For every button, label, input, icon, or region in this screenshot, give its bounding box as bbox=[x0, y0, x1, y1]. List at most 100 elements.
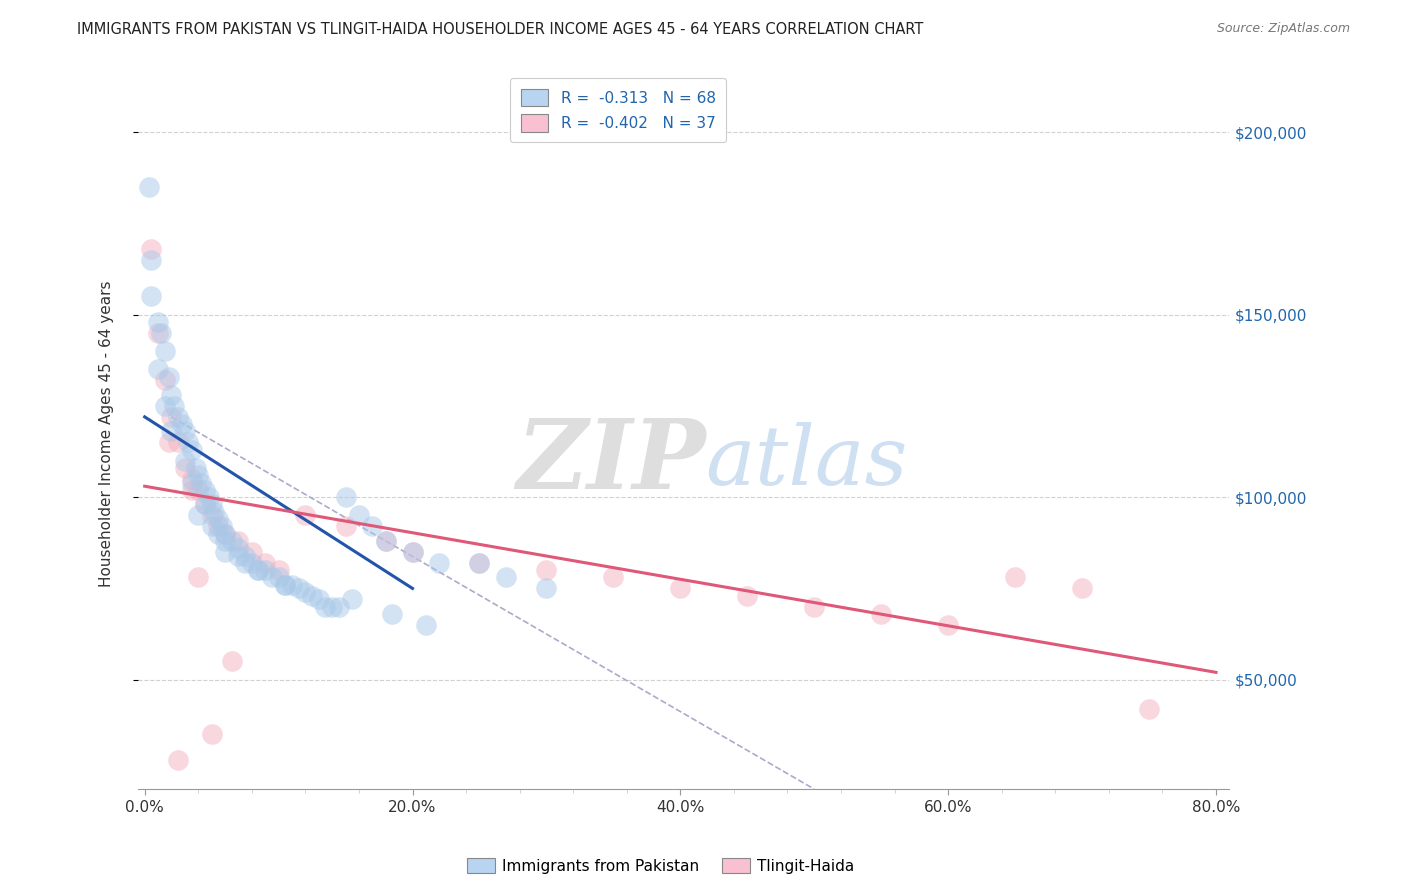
Point bbox=[201, 508, 224, 523]
Point bbox=[233, 549, 256, 563]
Point bbox=[308, 592, 330, 607]
Point bbox=[468, 556, 491, 570]
Point bbox=[427, 556, 450, 570]
Point bbox=[194, 498, 217, 512]
Point bbox=[167, 409, 190, 424]
Point bbox=[335, 519, 357, 533]
Point bbox=[247, 563, 270, 577]
Point bbox=[146, 326, 169, 340]
Point bbox=[254, 556, 277, 570]
Point bbox=[176, 435, 198, 450]
Point bbox=[214, 526, 236, 541]
Point bbox=[228, 549, 250, 563]
Legend: Immigrants from Pakistan, Tlingit-Haida: Immigrants from Pakistan, Tlingit-Haida bbox=[461, 852, 860, 880]
Point bbox=[495, 570, 517, 584]
Point bbox=[163, 399, 186, 413]
Text: Source: ZipAtlas.com: Source: ZipAtlas.com bbox=[1216, 22, 1350, 36]
Point bbox=[167, 435, 190, 450]
Point bbox=[233, 556, 256, 570]
Point bbox=[301, 589, 323, 603]
Point bbox=[274, 578, 297, 592]
Point bbox=[207, 512, 229, 526]
Point bbox=[342, 592, 364, 607]
Point bbox=[536, 563, 558, 577]
Point bbox=[335, 490, 357, 504]
Point bbox=[669, 582, 692, 596]
Point bbox=[187, 468, 209, 483]
Point bbox=[160, 388, 183, 402]
Point bbox=[187, 508, 209, 523]
Point bbox=[221, 654, 243, 668]
Point bbox=[194, 483, 217, 497]
Point bbox=[184, 461, 207, 475]
Point bbox=[361, 519, 384, 533]
Point bbox=[240, 545, 263, 559]
Point bbox=[214, 545, 236, 559]
Point bbox=[153, 373, 176, 387]
Legend: R =  -0.313   N = 68, R =  -0.402   N = 37: R = -0.313 N = 68, R = -0.402 N = 37 bbox=[510, 78, 727, 143]
Point bbox=[374, 533, 396, 548]
Point bbox=[157, 435, 180, 450]
Point bbox=[146, 362, 169, 376]
Point bbox=[247, 563, 270, 577]
Point bbox=[153, 344, 176, 359]
Text: atlas: atlas bbox=[706, 422, 908, 502]
Point bbox=[260, 570, 283, 584]
Point bbox=[314, 599, 336, 614]
Point bbox=[173, 453, 195, 467]
Text: IMMIGRANTS FROM PAKISTAN VS TLINGIT-HAIDA HOUSEHOLDER INCOME AGES 45 - 64 YEARS : IMMIGRANTS FROM PAKISTAN VS TLINGIT-HAID… bbox=[77, 22, 924, 37]
Point bbox=[141, 252, 163, 267]
Point bbox=[536, 582, 558, 596]
Point bbox=[274, 578, 297, 592]
Point bbox=[267, 563, 290, 577]
Point bbox=[201, 727, 224, 741]
Point bbox=[240, 556, 263, 570]
Point bbox=[1004, 570, 1026, 584]
Point bbox=[287, 582, 309, 596]
Point bbox=[202, 505, 225, 519]
Point bbox=[468, 556, 491, 570]
Point bbox=[1137, 702, 1160, 716]
Point bbox=[936, 618, 959, 632]
Point bbox=[228, 541, 250, 556]
Point bbox=[180, 472, 202, 486]
Point bbox=[602, 570, 624, 584]
Point bbox=[141, 242, 163, 256]
Point bbox=[281, 578, 304, 592]
Point bbox=[321, 599, 343, 614]
Point bbox=[157, 369, 180, 384]
Point bbox=[1071, 582, 1094, 596]
Point bbox=[153, 399, 176, 413]
Point bbox=[187, 483, 209, 497]
Point bbox=[294, 508, 316, 523]
Point bbox=[190, 475, 212, 490]
Point bbox=[198, 490, 221, 504]
Point bbox=[214, 526, 236, 541]
Point bbox=[221, 533, 243, 548]
Point bbox=[138, 180, 160, 194]
Point bbox=[803, 599, 825, 614]
Point bbox=[146, 315, 169, 329]
Point bbox=[207, 519, 229, 533]
Point bbox=[201, 498, 224, 512]
Point bbox=[173, 425, 195, 439]
Y-axis label: Householder Income Ages 45 - 64 years: Householder Income Ages 45 - 64 years bbox=[100, 280, 114, 587]
Point bbox=[415, 618, 437, 632]
Point bbox=[401, 545, 423, 559]
Point bbox=[201, 519, 224, 533]
Point bbox=[180, 483, 202, 497]
Point bbox=[167, 753, 190, 767]
Point bbox=[374, 533, 396, 548]
Point bbox=[347, 508, 370, 523]
Point bbox=[401, 545, 423, 559]
Point bbox=[267, 570, 290, 584]
Point bbox=[228, 533, 250, 548]
Point bbox=[737, 589, 759, 603]
Point bbox=[180, 475, 202, 490]
Point bbox=[194, 498, 217, 512]
Point bbox=[328, 599, 350, 614]
Point bbox=[160, 425, 183, 439]
Point bbox=[381, 607, 404, 621]
Point bbox=[870, 607, 893, 621]
Text: ZIP: ZIP bbox=[516, 415, 706, 508]
